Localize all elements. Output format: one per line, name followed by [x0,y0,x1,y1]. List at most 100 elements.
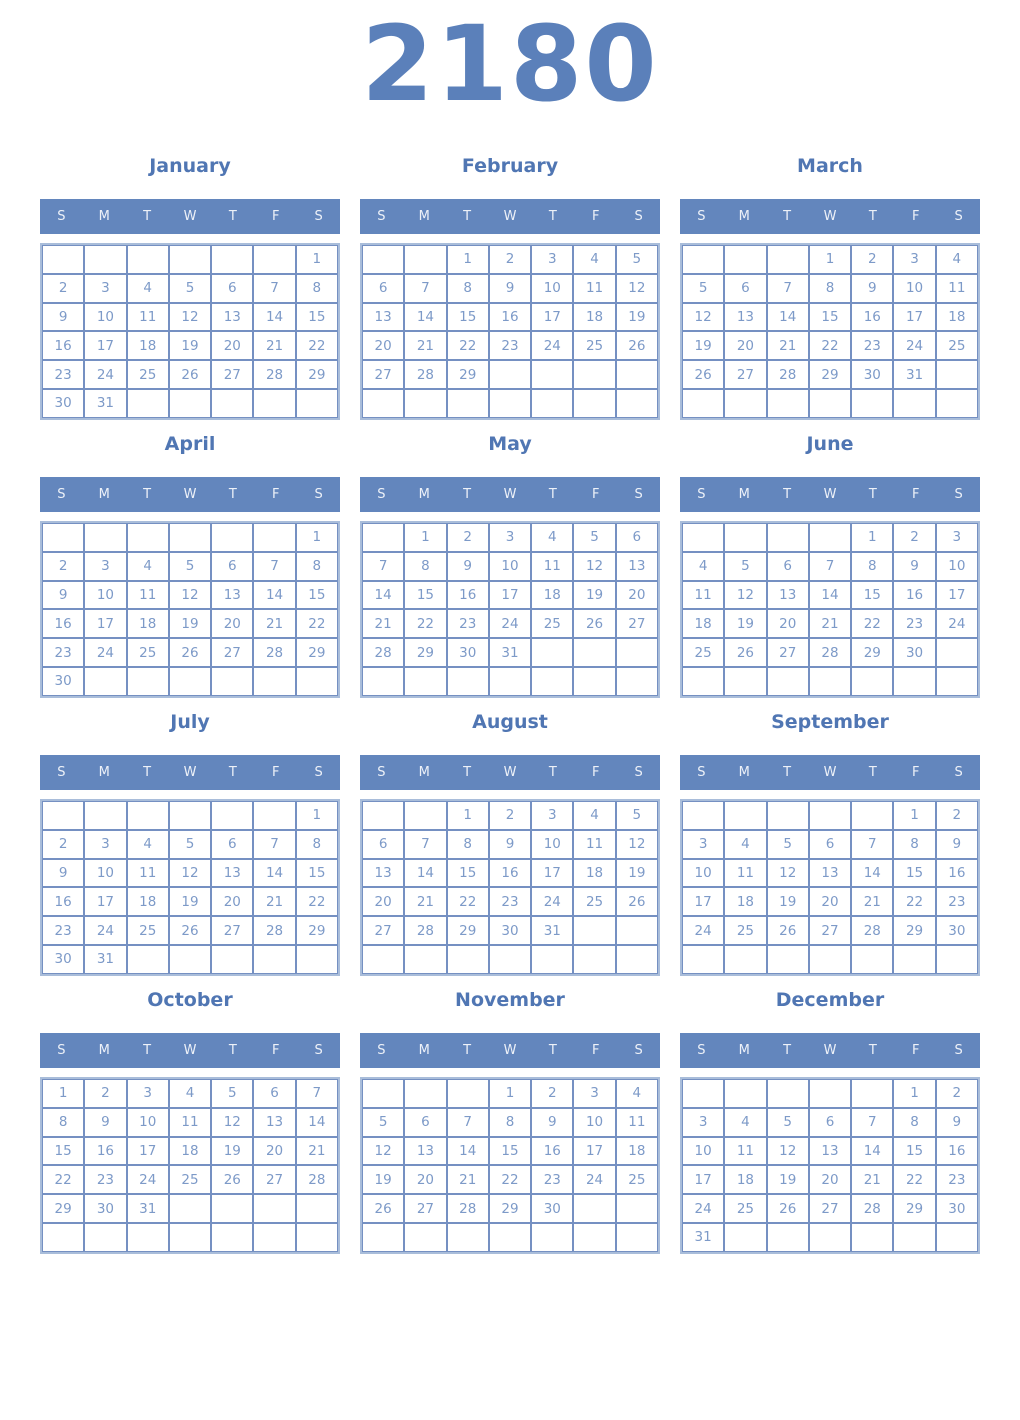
date-cell: 12 [766,1136,809,1166]
date-cell: 26 [168,638,212,667]
date-cell: 11 [682,580,725,610]
date-cell: 26 [168,916,212,945]
empty-cell [808,801,852,830]
date-cell: 16 [84,1136,127,1166]
date-cell: 28 [404,360,447,389]
date-cell: 24 [126,1165,169,1195]
empty-cell [253,1222,296,1252]
date-cell: 11 [531,551,574,581]
empty-cell [253,801,296,830]
month-title: May [488,433,532,455]
empty-cell [362,944,405,974]
empty-cell [851,1079,894,1108]
date-cell: 23 [84,1165,127,1195]
date-cell: 10 [84,580,127,610]
date-cell: 29 [295,916,338,945]
empty-cell [211,944,254,974]
date-cell: 12 [211,1107,254,1137]
empty-cell [615,638,658,667]
date-cell: 27 [615,609,658,639]
empty-cell [404,944,447,974]
date-cell: 2 [531,1079,574,1108]
month-title: August [472,711,548,733]
weekday-label: S [57,765,66,780]
date-cell: 16 [851,302,894,332]
date-cell: 25 [531,609,574,639]
date-cell: 14 [851,858,894,888]
date-cell: 18 [682,609,725,639]
month-date-grid: 1 2 3 4 5 6 7 8 9 10 11 12 13 14 15 16 17 18 19 20 21 22 23 24 2… [680,521,980,698]
month-date-grid: 1 2 3 4 5 6 7 8 9 10 11 12 13 14 15 16 17 18 19 20 21 22 23 24 2… [40,1077,340,1254]
date-cell: 30 [42,944,85,974]
date-cell: 15 [488,1136,532,1166]
empty-cell [724,801,767,830]
date-cell: 29 [893,916,936,945]
date-cell: 6 [404,1107,447,1137]
date-cell: 13 [766,580,809,610]
date-cell: 2 [935,801,978,830]
date-cell: 17 [84,331,127,361]
weekday-label: T [143,487,152,502]
date-cell: 5 [724,551,767,581]
weekday-label: S [697,765,706,780]
date-cell: 13 [808,1136,852,1166]
date-cell: 13 [362,858,405,888]
date-cell: 16 [893,580,936,610]
date-cell: 9 [42,302,85,332]
date-cell: 16 [446,580,489,610]
month-date-grid: 1 2 3 4 5 6 7 8 9 10 11 12 13 14 15 16 17 18 19 20 21 22 23 24 2… [680,799,980,976]
empty-cell [615,1194,658,1223]
empty-cell [168,245,212,274]
date-cell: 17 [531,858,574,888]
date-cell: 28 [253,360,296,389]
date-cell: 21 [808,609,852,639]
date-cell: 10 [531,829,574,859]
date-cell: 3 [488,523,532,552]
date-cell: 8 [295,551,338,581]
date-cell: 24 [531,887,574,917]
month-date-grid: 1 2 3 4 5 6 7 8 9 10 11 12 13 14 15 16 17 18 19 20 21 22 23 24 2… [680,1077,980,1254]
date-cell: 17 [682,1165,725,1195]
date-cell: 1 [404,523,447,552]
date-cell: 26 [168,360,212,389]
date-cell: 27 [362,360,405,389]
date-cell: 7 [766,273,809,303]
date-cell: 25 [615,1165,658,1195]
date-cell: 22 [893,887,936,917]
date-cell: 26 [724,638,767,667]
date-cell: 20 [404,1165,447,1195]
empty-cell [42,1222,85,1252]
date-cell: 2 [84,1079,127,1108]
weekday-label: T [143,765,152,780]
date-cell: 21 [295,1136,338,1166]
date-cell: 9 [446,551,489,581]
date-cell: 22 [446,331,489,361]
empty-cell [851,944,894,974]
date-cell: 15 [893,1136,936,1166]
date-cell: 6 [362,273,405,303]
date-cell: 12 [682,302,725,332]
weekday-label: W [503,487,517,502]
date-cell: 31 [84,944,127,974]
empty-cell [253,388,296,418]
date-cell: 28 [295,1165,338,1195]
empty-cell [362,388,405,418]
weekday-label: S [377,487,386,502]
date-cell: 10 [682,858,725,888]
date-cell: 22 [851,609,894,639]
date-cell: 28 [446,1194,489,1223]
date-cell: 26 [766,916,809,945]
date-cell: 12 [615,829,658,859]
weekday-label: W [823,765,837,780]
date-cell: 19 [615,302,658,332]
weekday-label: W [823,487,837,502]
date-cell: 9 [42,858,85,888]
empty-cell [404,1079,447,1108]
date-cell: 7 [253,551,296,581]
date-cell: 30 [446,638,489,667]
date-cell: 19 [168,609,212,639]
date-cell: 27 [362,916,405,945]
weekday-label: S [954,765,963,780]
